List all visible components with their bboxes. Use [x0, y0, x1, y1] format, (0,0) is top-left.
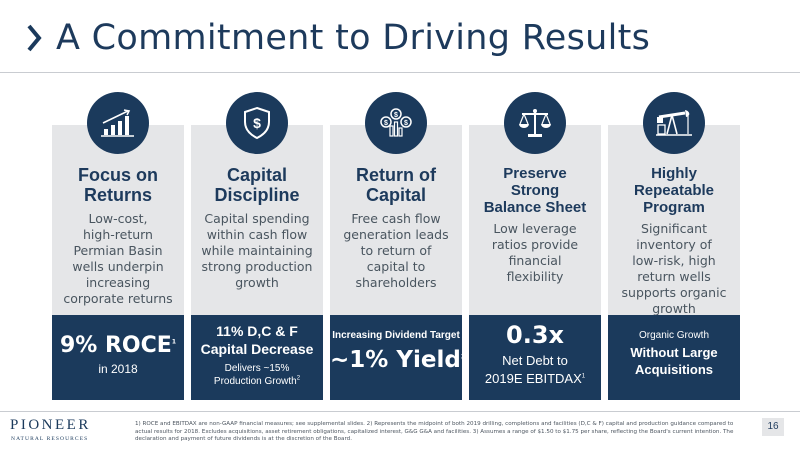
logo-subtitle: NATURAL RESOURCES: [11, 436, 89, 442]
desc-line: return wells: [637, 269, 711, 284]
column-highlight: 11% D,C & F Capital Decrease Delivers ~1…: [191, 315, 323, 400]
desc-line: corporate returns: [63, 291, 173, 306]
svg-text:$: $: [253, 115, 261, 131]
highlight-line: Without Large: [630, 345, 718, 360]
title-line: Highly: [651, 165, 697, 182]
column-description: Low-cost, high-return Permian Basin well…: [58, 211, 178, 307]
logo-name: PIONEER: [10, 417, 91, 433]
column-title: Preserve Strong Balance Sheet: [469, 165, 601, 216]
column-body: Preserve Strong Balance Sheet Low levera…: [469, 125, 601, 315]
column-description: Free cash flow generation leads to retur…: [336, 211, 456, 291]
desc-line: Low leverage: [493, 221, 577, 236]
svg-text:$: $: [404, 120, 408, 127]
column-title: Return of Capital: [330, 165, 462, 205]
highlight-sub: Net Debt to: [502, 353, 568, 368]
highlight-sub: in 2018: [98, 362, 138, 376]
column-title: Focus on Returns: [52, 165, 184, 205]
title-line: Preserve: [503, 165, 567, 182]
column-description: Capital spending within cash flow while …: [197, 211, 317, 291]
desc-line: Permian Basin: [73, 243, 163, 258]
highlight-label: Increasing Dividend Target: [332, 330, 460, 341]
highlight-value: ~1% Yield3: [330, 347, 465, 373]
desc-line: flexibility: [506, 269, 564, 284]
header-divider: [0, 72, 800, 73]
svg-text:$: $: [394, 112, 398, 119]
highlight-sub: 2019E EBITDAX1: [484, 371, 586, 386]
desc-line: growth: [235, 275, 279, 290]
highlight-label: Organic Growth: [638, 330, 710, 341]
column-capital-discipline: Capital Discipline Capital spending with…: [191, 125, 323, 400]
desc-line: low-risk, high: [632, 253, 716, 268]
rising-bar-chart-icon: [87, 92, 149, 154]
title-line: Repeatable: [633, 182, 715, 199]
column-focus-on-returns: Focus on Returns Low-cost, high-return P…: [52, 125, 184, 400]
desc-line: inventory of: [636, 237, 712, 252]
desc-line: shareholders: [355, 275, 437, 290]
desc-line: wells underpin: [72, 259, 164, 274]
title-line: Capital: [226, 165, 287, 185]
highlight-value: 9% ROCE1: [59, 333, 176, 358]
column-title: Capital Discipline: [191, 165, 323, 205]
footnotes: 1) ROCE and EBITDAX are non-GAAP financi…: [135, 421, 734, 443]
svg-text:$: $: [384, 120, 388, 127]
desc-line: supports organic: [621, 285, 727, 300]
title-line: Capital: [365, 185, 426, 205]
desc-line: Free cash flow: [351, 211, 441, 226]
page-title: A Commitment to Driving Results: [56, 18, 651, 58]
chevron-right-icon: [27, 24, 42, 52]
highlight-sub: Production Growth2: [213, 375, 301, 387]
desc-line: growth: [652, 301, 696, 316]
column-body: Highly Repeatable Program Significant in…: [608, 125, 740, 317]
column-balance-sheet: Preserve Strong Balance Sheet Low levera…: [469, 125, 601, 400]
desc-line: ratios provide: [491, 237, 579, 252]
desc-line: within cash flow: [206, 227, 308, 242]
highlight-value: 0.3x: [506, 321, 564, 349]
desc-line: to return of: [360, 243, 432, 258]
desc-line: strong production: [201, 259, 313, 274]
desc-line: while maintaining: [201, 243, 313, 258]
column-highlight: 9% ROCE1 in 2018: [52, 315, 184, 400]
column-highlight: Organic Growth Without Large Acquisition…: [608, 315, 740, 400]
column-body: Return of Capital Free cash flow generat…: [330, 125, 462, 315]
oil-pumpjack-icon: [643, 92, 705, 154]
desc-line: generation leads: [343, 227, 449, 242]
column-return-of-capital: Return of Capital Free cash flow generat…: [330, 125, 465, 400]
desc-line: increasing: [85, 275, 151, 290]
highlight-sub: Delivers ~15%: [224, 363, 290, 374]
column-highlight: Increasing Dividend Target ~1% Yield3: [330, 315, 465, 400]
highlight-line: Capital Decrease: [200, 341, 314, 357]
title-line: Discipline: [214, 185, 300, 205]
desc-line: high-return: [83, 227, 153, 242]
column-body: Focus on Returns Low-cost, high-return P…: [52, 125, 184, 315]
title-line: Balance Sheet: [483, 199, 587, 216]
desc-line: Significant: [641, 221, 707, 236]
desc-line: capital to: [366, 259, 426, 274]
desc-line: Capital spending: [204, 211, 310, 226]
title-line: Return of: [356, 165, 436, 185]
highlight-line: Acquisitions: [634, 362, 713, 377]
title-line: Strong: [510, 182, 560, 199]
column-description: Low leverage ratios provide financial fl…: [475, 221, 595, 285]
title-line: Focus on: [78, 165, 158, 185]
balance-scale-icon: [504, 92, 566, 154]
desc-line: financial: [508, 253, 562, 268]
column-highlight: 0.3x Net Debt to 2019E EBITDAX1: [469, 315, 601, 400]
column-description: Significant inventory of low-risk, high …: [614, 221, 734, 317]
title-line: Returns: [83, 185, 152, 205]
title-line: Program: [643, 199, 705, 216]
desc-line: Low-cost,: [88, 211, 148, 226]
column-body: Capital Discipline Capital spending with…: [191, 125, 323, 315]
company-logo: PIONEER NATURAL RESOURCES: [10, 417, 120, 445]
footer-divider: [0, 411, 800, 412]
page-number: 16: [762, 418, 784, 436]
column-repeatable-program: Highly Repeatable Program Significant in…: [608, 125, 740, 400]
column-title: Highly Repeatable Program: [608, 165, 740, 216]
highlight-line: 11% D,C & F: [216, 323, 298, 339]
dollar-shield-icon: $: [226, 92, 288, 154]
dollar-coins-bars-icon: $ $ $: [365, 92, 427, 154]
